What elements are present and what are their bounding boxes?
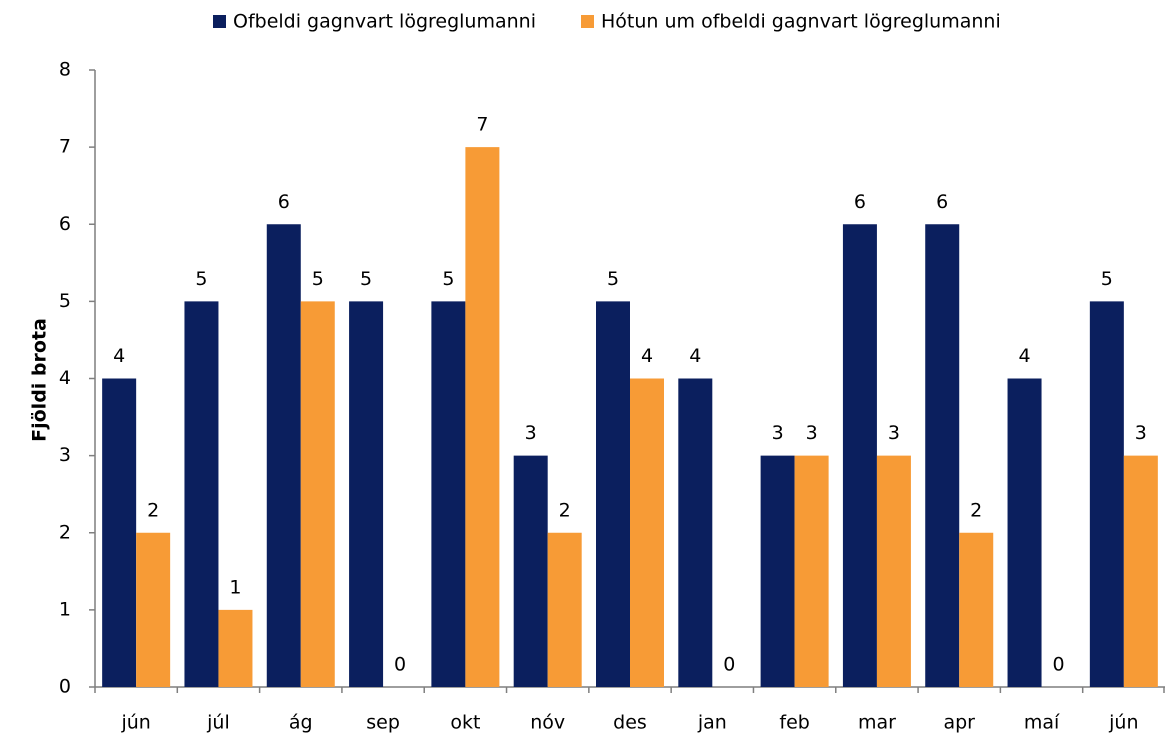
y-axis-label: Fjöldi brota (29, 318, 51, 442)
bar (300, 301, 335, 687)
y-tick-label: 6 (59, 213, 71, 235)
data-label: 0 (1052, 654, 1064, 676)
data-label: 3 (1135, 422, 1147, 444)
bar (959, 532, 994, 687)
data-label: 5 (360, 268, 372, 290)
bar (876, 455, 911, 687)
x-tick-label: jún (120, 712, 150, 734)
y-tick-label: 4 (59, 367, 71, 389)
data-label: 4 (113, 345, 125, 367)
x-tick-label: ág (289, 712, 313, 734)
data-label: 5 (607, 268, 619, 290)
bar (136, 532, 171, 687)
y-tick-label: 5 (59, 290, 71, 312)
bar (842, 224, 877, 687)
legend-label: Hótun um ofbeldi gagnvart lögreglumanni (601, 11, 1001, 33)
data-label: 4 (1018, 345, 1030, 367)
legend-swatch (213, 15, 226, 28)
y-tick-label: 2 (59, 521, 71, 543)
bar (760, 455, 795, 687)
data-label: 3 (525, 422, 537, 444)
bar (465, 147, 500, 687)
data-label: 7 (476, 114, 488, 136)
legend-label: Ofbeldi gagnvart lögreglumanni (233, 11, 536, 33)
bar (925, 224, 960, 687)
x-tick-label: sep (366, 712, 400, 734)
x-tick-label: feb (779, 712, 809, 734)
data-label: 5 (1101, 268, 1113, 290)
data-label: 6 (854, 191, 866, 213)
x-tick-label: des (613, 712, 647, 734)
data-label: 0 (394, 654, 406, 676)
bar (547, 532, 582, 687)
bar (794, 455, 829, 687)
data-label: 5 (312, 268, 324, 290)
data-label: 4 (689, 345, 701, 367)
data-label: 2 (147, 499, 159, 521)
data-label: 3 (806, 422, 818, 444)
bar (349, 301, 384, 687)
bar (431, 301, 466, 687)
y-tick-label: 1 (59, 598, 71, 620)
x-tick-label: jan (697, 712, 727, 734)
data-label: 1 (229, 576, 241, 598)
x-tick-label: nóv (530, 712, 565, 734)
data-label: 4 (641, 345, 653, 367)
bar (678, 378, 713, 687)
bar (1007, 378, 1042, 687)
bar (1123, 455, 1158, 687)
x-tick-label: apr (943, 712, 975, 734)
y-tick-label: 3 (59, 444, 71, 466)
x-tick-label: maí (1024, 712, 1060, 734)
bar (184, 301, 219, 687)
data-label: 5 (442, 268, 454, 290)
x-tick-label: okt (450, 712, 480, 734)
data-label: 2 (559, 499, 571, 521)
data-label: 3 (772, 422, 784, 444)
bar (513, 455, 548, 687)
y-tick-label: 0 (59, 676, 71, 698)
legend-swatch (581, 15, 594, 28)
bar (102, 378, 137, 687)
bar (630, 378, 664, 687)
bar (596, 301, 630, 687)
bar (266, 224, 301, 687)
data-label: 3 (888, 422, 900, 444)
y-tick-label: 7 (59, 136, 71, 158)
x-tick-label: jún (1108, 712, 1138, 734)
x-tick-label: júl (206, 712, 230, 734)
data-label: 6 (936, 191, 948, 213)
bar (218, 609, 253, 687)
y-tick-label: 8 (59, 59, 71, 81)
data-label: 2 (970, 499, 982, 521)
data-label: 5 (195, 268, 207, 290)
bar (1089, 301, 1124, 687)
data-label: 0 (723, 654, 735, 676)
data-label: 6 (278, 191, 290, 213)
x-tick-label: mar (858, 712, 896, 734)
